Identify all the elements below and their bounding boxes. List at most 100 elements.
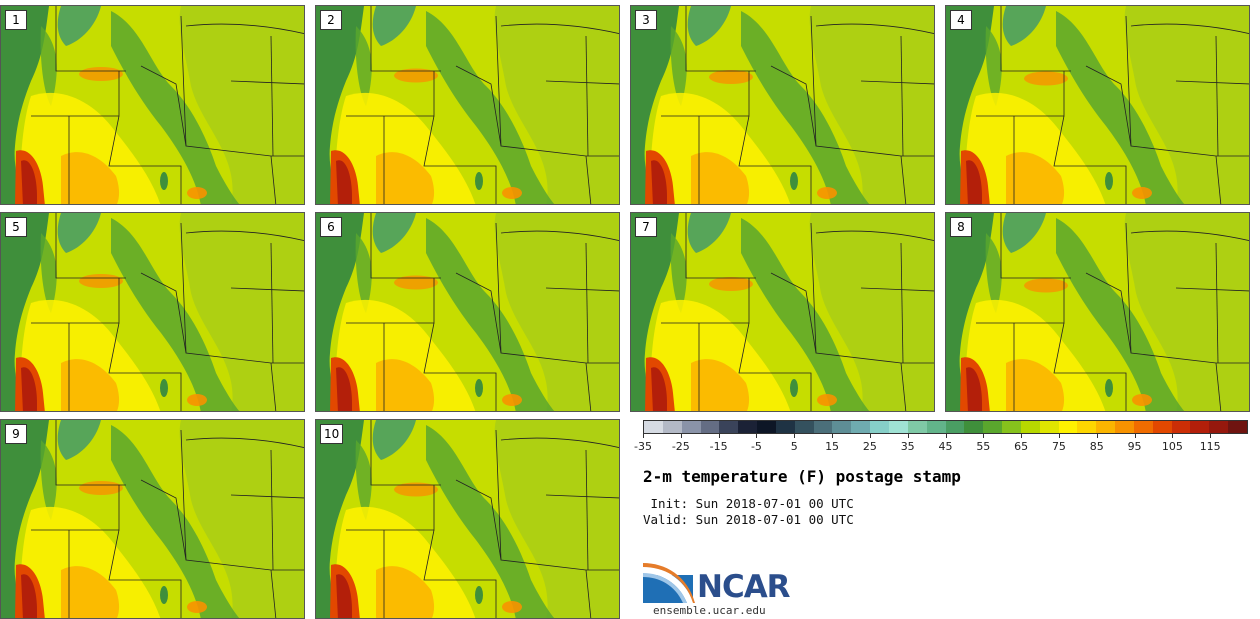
panel-number-6: 6 [320, 217, 342, 237]
map-panel-10: 10 [315, 419, 620, 619]
site-url: ensemble.ucar.edu [653, 604, 766, 617]
map-panel-6: 6 [315, 212, 620, 412]
colorbar-segment [1133, 421, 1153, 433]
colorbar-segment [870, 421, 889, 433]
colorbar-tick [718, 434, 720, 438]
colorbar-tick [832, 434, 834, 438]
colorbar-tick [1058, 434, 1060, 438]
map-panel-1: 1 [0, 5, 305, 205]
init-time: Init: Sun 2018-07-01 00 UTC [643, 496, 854, 511]
colorbar-tick-label: -35 [634, 440, 652, 453]
colorbar-tick-label: 85 [1089, 440, 1104, 453]
temperature-map-icon [316, 420, 619, 618]
colorbar-tick [643, 434, 644, 438]
panel-number-7: 7 [635, 217, 657, 237]
colorbar-segment [945, 421, 965, 433]
colorbar-tick [794, 434, 796, 438]
colorbar-segment [926, 421, 946, 433]
colorbar-segment [1152, 421, 1172, 433]
colorbar-segment [1002, 421, 1021, 433]
colorbar-tick [1172, 434, 1174, 438]
temperature-map-icon [316, 6, 619, 204]
colorbar-tick [983, 434, 985, 438]
colorbar-segment [1115, 421, 1134, 433]
colorbar-segment [1190, 421, 1210, 433]
valid-time: Valid: Sun 2018-07-01 00 UTC [643, 512, 854, 527]
temperature-map-icon [946, 213, 1249, 411]
temperature-map-icon [316, 213, 619, 411]
plot-title: 2-m temperature (F) postage stamp [643, 467, 961, 486]
colorbar-tick-label: -25 [671, 440, 690, 453]
panel-number-3: 3 [635, 10, 657, 30]
colorbar-segment [757, 421, 776, 433]
colorbar-segment [1171, 421, 1191, 433]
panel-number-2: 2 [320, 10, 342, 30]
map-panel-8: 8 [945, 212, 1250, 412]
panel-number-1: 1 [5, 10, 27, 30]
colorbar-tick [1096, 434, 1098, 438]
colorbar-segment [1209, 421, 1229, 433]
colorbar-tick-label: -5 [750, 440, 762, 453]
colorbar-tick [1134, 434, 1136, 438]
map-panel-3: 3 [630, 5, 935, 205]
colorbar-tick-label: 55 [976, 440, 991, 453]
colorbar-tick [680, 434, 682, 438]
map-panel-9: 9 [0, 419, 305, 619]
colorbar-tick-label: -15 [709, 440, 728, 453]
colorbar-segment [888, 421, 908, 433]
colorbar-segment [1096, 421, 1116, 433]
colorbar-segment [851, 421, 871, 433]
colorbar-segment [794, 421, 814, 433]
colorbar-tick-label: 65 [1014, 440, 1029, 453]
panel-number-4: 4 [950, 10, 972, 30]
colorbar-tick [756, 434, 758, 438]
colorbar-segment [700, 421, 720, 433]
ncar-logo-icon [643, 563, 695, 603]
colorbar-segment [1039, 421, 1059, 433]
temperature-map-icon [631, 213, 934, 411]
colorbar-tick [907, 434, 909, 438]
colorbar-tick [1021, 434, 1023, 438]
colorbar-segment [964, 421, 984, 433]
temperature-colorbar [643, 420, 1248, 434]
colorbar-segment [1228, 421, 1247, 433]
colorbar-ticks: -35 -25 -15 -5 5 15 25 35 45 55 65 75 85 95 105 115 [634, 434, 1248, 456]
temperature-map-icon [1, 213, 304, 411]
colorbar-tick [869, 434, 871, 438]
panel-number-5: 5 [5, 217, 27, 237]
colorbar-segment [832, 421, 852, 433]
colorbar-segment [662, 421, 682, 433]
panel-number-8: 8 [950, 217, 972, 237]
colorbar-tick-label: 105 [1161, 440, 1183, 453]
temperature-map-icon [1, 6, 304, 204]
colorbar-segment [983, 421, 1003, 433]
colorbar-segment [1077, 421, 1097, 433]
colorbar-tick-label: 5 [790, 440, 798, 453]
map-panel-2: 2 [315, 5, 620, 205]
colorbar-tick [1210, 434, 1212, 438]
colorbar-segment [719, 421, 739, 433]
colorbar-tick-label: 25 [862, 440, 877, 453]
colorbar-tick-label: 95 [1127, 440, 1142, 453]
ncar-logo-text: NCAR [697, 569, 791, 605]
temperature-map-icon [1, 420, 304, 618]
map-panel-5: 5 [0, 212, 305, 412]
colorbar-segment [1020, 421, 1040, 433]
colorbar-tick-label: 115 [1199, 440, 1221, 453]
temperature-map-icon [631, 6, 934, 204]
colorbar-segment [738, 421, 758, 433]
colorbar-tick-label: 35 [900, 440, 915, 453]
colorbar-segment [644, 421, 663, 433]
map-panel-4: 4 [945, 5, 1250, 205]
panel-number-10: 10 [320, 424, 344, 444]
map-panel-7: 7 [630, 212, 935, 412]
colorbar-segment [907, 421, 927, 433]
colorbar-tick-label: 45 [938, 440, 953, 453]
colorbar-tick-label: 75 [1051, 440, 1066, 453]
colorbar-tick-label: 15 [825, 440, 840, 453]
colorbar-segment [775, 421, 795, 433]
panel-number-9: 9 [5, 424, 27, 444]
temperature-map-icon [946, 6, 1249, 204]
colorbar-tick [945, 434, 947, 438]
colorbar-segment [681, 421, 701, 433]
